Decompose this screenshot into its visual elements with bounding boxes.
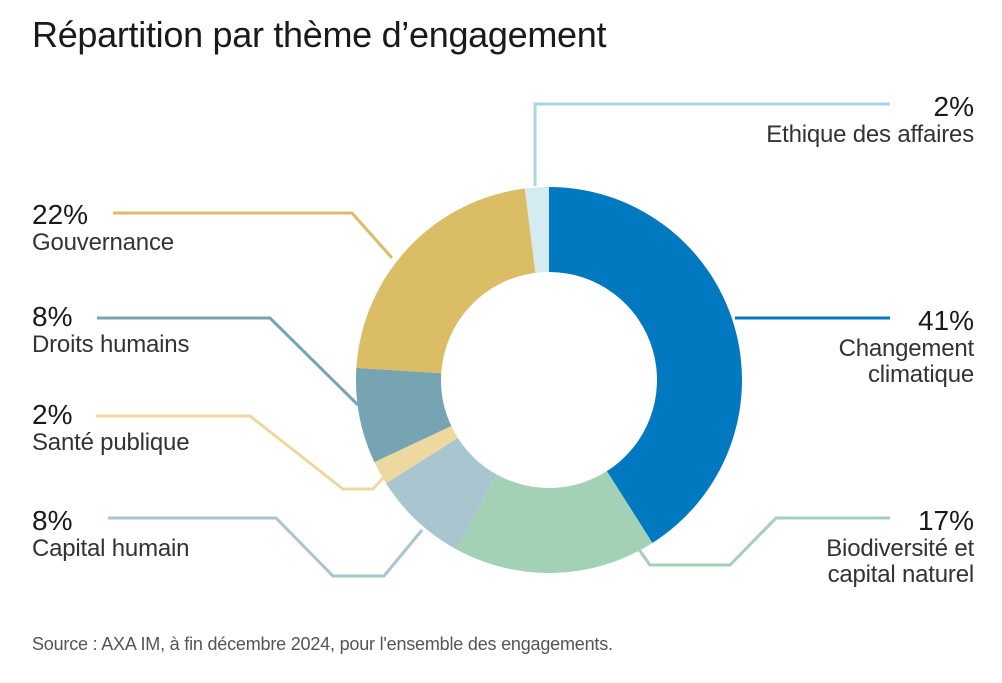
label-capital-humain: 8% Capital humain [32,505,190,563]
pct-changement-climatique: 41% [917,305,974,336]
source-note: Source : AXA IM, à fin décembre 2024, po… [32,634,613,654]
leader-line-ethique [533,102,890,186]
slice-droits-humains [356,367,452,463]
name-gouvernance: Gouvernance [32,229,174,257]
chart-title: Répartition par thème d’engagement [32,14,607,55]
leader-line-sante-publique [96,414,385,491]
leader-line-capital-humain [108,516,424,578]
leader-line-biodiversite [635,516,890,567]
leader-lines [96,102,890,578]
slice-sante-publique [374,425,458,484]
label-gouvernance: 22% Gouvernance [32,199,174,257]
name-biodiversite-line2: capital naturel [827,561,975,589]
slice-climat [549,187,742,543]
pct-ethique: 2% [933,91,974,122]
pct-gouvernance: 22% [32,199,89,230]
slice-biodiversite [456,471,653,573]
slice-gouvernance [356,188,536,374]
leader-line-gouvernance [113,211,394,259]
slice-ethique [524,187,549,273]
pct-droits-humains: 8% [32,301,73,332]
pct-capital-humain: 8% [32,505,73,536]
leader-line-droits-humains [97,316,360,407]
label-droits-humains: 8% Droits humains [32,301,190,359]
name-capital-humain: Capital humain [32,535,190,563]
pct-biodiversite: 17% [917,505,974,536]
label-biodiversite: 17% Biodiversité et capital naturel [826,505,975,589]
donut-slices [356,187,742,573]
name-changement-climatique-line1: Changement [838,335,975,363]
name-biodiversite-line1: Biodiversité et [826,535,974,563]
name-changement-climatique-line2: climatique [867,361,974,389]
label-ethique: 2% Ethique des affaires [766,91,974,149]
name-ethique: Ethique des affaires [766,121,974,149]
label-changement-climatique: 41% Changement climatique [838,305,975,389]
slice-capital-humain [386,437,497,550]
name-droits-humains: Droits humains [32,331,190,359]
label-sante-publique: 2% Santé publique [32,399,190,457]
name-sante-publique: Santé publique [32,429,190,457]
pct-sante-publique: 2% [32,399,73,430]
